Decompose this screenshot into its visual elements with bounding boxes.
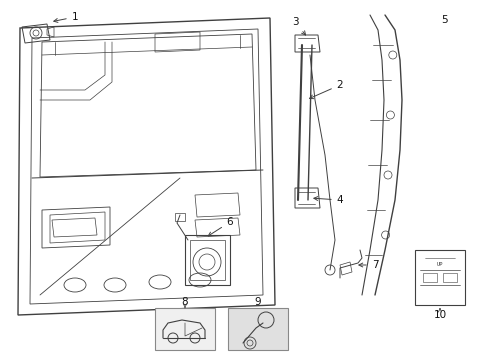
- Text: 6: 6: [208, 217, 233, 236]
- Text: 3: 3: [292, 17, 306, 35]
- Text: 5: 5: [441, 15, 448, 25]
- Text: 4: 4: [314, 195, 343, 205]
- Text: 1: 1: [54, 12, 78, 22]
- Text: 8: 8: [182, 297, 188, 307]
- Polygon shape: [228, 308, 288, 350]
- Text: 7: 7: [359, 260, 378, 270]
- Text: 10: 10: [434, 310, 446, 320]
- Text: 2: 2: [310, 80, 343, 99]
- Text: 9: 9: [255, 297, 261, 307]
- Polygon shape: [155, 308, 215, 350]
- Text: UP: UP: [437, 261, 443, 266]
